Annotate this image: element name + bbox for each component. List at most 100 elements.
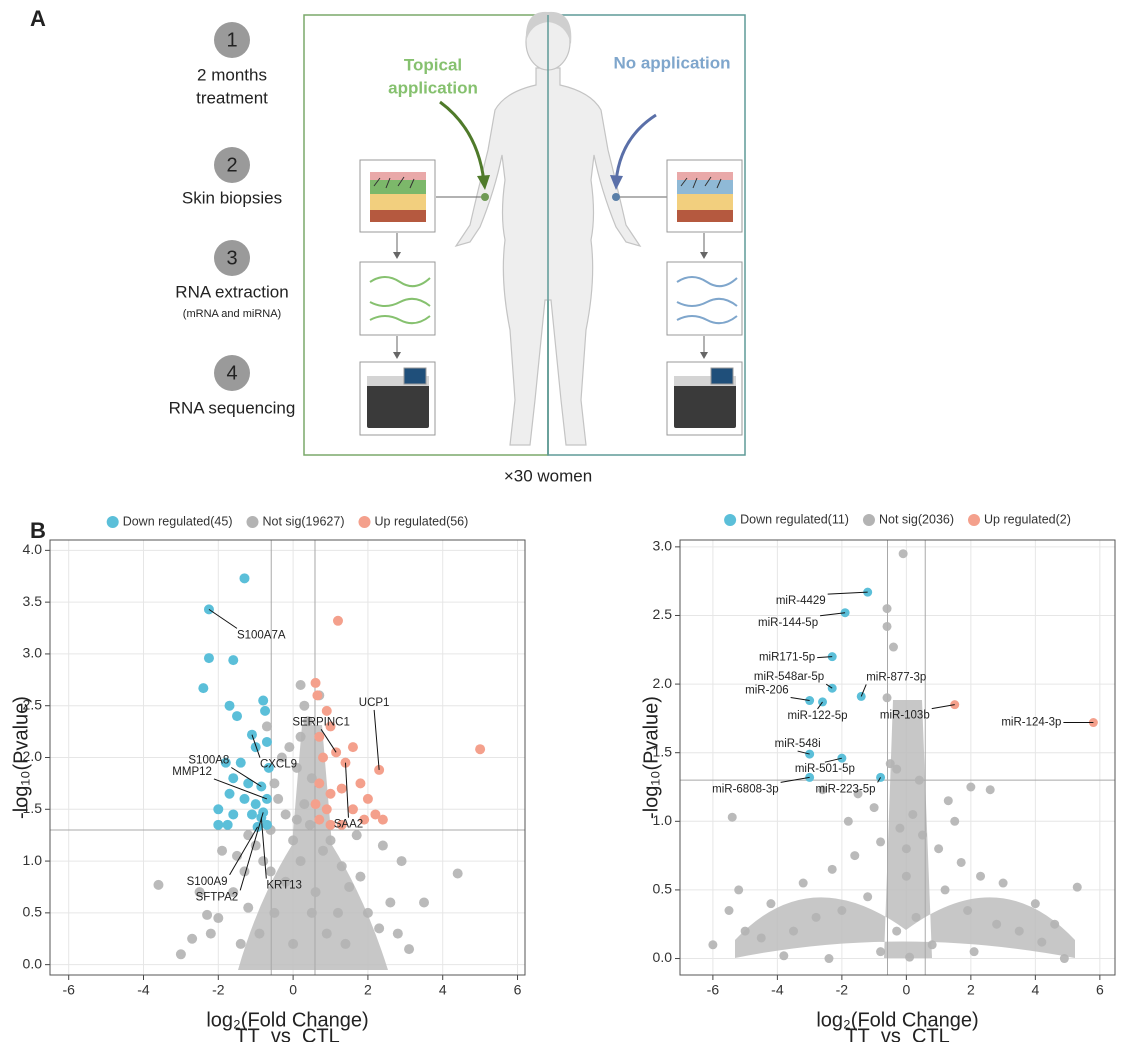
- leader-line: [373, 709, 380, 770]
- data-point: [370, 809, 381, 820]
- data-point: [318, 845, 329, 856]
- skin-layer: [677, 210, 733, 222]
- data-point: [265, 866, 276, 877]
- icon-box: [359, 261, 436, 336]
- data-point: [756, 933, 766, 943]
- data-point: [827, 864, 837, 874]
- legend-label: Up regulated(2): [984, 512, 1071, 526]
- data-point: [288, 938, 299, 949]
- data-point: [888, 642, 898, 652]
- step-badge: [214, 22, 250, 58]
- data-point: [198, 683, 209, 694]
- data-point: [263, 762, 274, 773]
- data-point: [344, 881, 355, 892]
- data-point: [956, 857, 966, 867]
- data-point: [261, 736, 272, 747]
- y-tick-label: 0.0: [653, 949, 673, 965]
- leader-line: [797, 750, 810, 755]
- legend-label: Not sig(19627): [262, 514, 344, 528]
- legend-marker: [246, 516, 259, 528]
- data-point: [347, 742, 358, 753]
- legend-marker: [106, 516, 119, 528]
- data-point: [404, 944, 415, 955]
- data-point: [250, 799, 261, 810]
- data-point: [175, 949, 186, 960]
- arrow-head: [393, 352, 401, 359]
- x-tick-label: -6: [62, 982, 75, 998]
- hair: [525, 11, 572, 44]
- data-point: [351, 830, 362, 841]
- biopsy-site: [612, 193, 620, 201]
- volcano-plot: -6 -4 -2 0 2 4 6 0.0 0.5 1.0 1.5 2.0 2.5 3.0 3.5 4.0 S10…: [10, 514, 526, 1042]
- data-point: [340, 938, 351, 949]
- data-point: [332, 615, 343, 626]
- data-point: [213, 913, 224, 924]
- legend: Down regulated(11) Not sig(2036) Up regula…: [724, 512, 1071, 526]
- leader-line: [817, 701, 823, 710]
- leader-line: [827, 591, 868, 595]
- step-text: treatment: [196, 88, 268, 107]
- data-point: [299, 799, 310, 810]
- data-point: [232, 711, 243, 722]
- point-label: miR171-5p: [759, 652, 815, 664]
- data-point: [239, 793, 250, 804]
- data-point: [905, 952, 915, 962]
- data-point: [724, 906, 734, 916]
- step-badge: [214, 355, 250, 391]
- data-point: [419, 897, 430, 908]
- sequencer: [367, 382, 429, 428]
- point-label: miR-548ar-5p: [754, 671, 824, 683]
- y-tick-label: 3.0: [23, 645, 43, 661]
- x-tick-label: 4: [1031, 982, 1039, 998]
- data-point: [359, 814, 370, 825]
- left-label: Topical: [404, 55, 462, 74]
- point-label: miR-4429: [776, 595, 826, 607]
- data-point: [304, 819, 315, 830]
- rna-strands: [676, 276, 738, 325]
- data-point: [798, 878, 808, 888]
- x-tick-label: -4: [771, 982, 784, 998]
- data-point: [288, 835, 299, 846]
- data-point: [260, 705, 271, 716]
- biopsy-site: [481, 193, 489, 201]
- hair-lines: [680, 176, 722, 189]
- y-axis-label: -log₁₀(Pvalue): [10, 696, 32, 819]
- data-point: [228, 773, 239, 784]
- arrow: [614, 113, 657, 183]
- leader-line: [231, 767, 262, 787]
- data-point: [310, 887, 321, 898]
- leader-line: [239, 812, 264, 891]
- data-point: [950, 816, 960, 826]
- skin-layer: [370, 172, 426, 180]
- data-point: [273, 793, 284, 804]
- data-point: [377, 814, 388, 825]
- data-point: [908, 809, 918, 819]
- leader-line: [825, 683, 833, 689]
- icon-box: [666, 261, 743, 336]
- volcano-plot: -6 -4 -2 0 2 4 6 0.0 0.5 1.0 1.5 2.0 2.5 3.0 miR-4429 m…: [640, 512, 1116, 1042]
- y-tick-label: 0.5: [23, 904, 43, 920]
- data-point: [235, 757, 246, 768]
- data-point: [332, 907, 343, 918]
- step-number: 2: [226, 154, 237, 176]
- point-label: miR-122-5p: [787, 710, 847, 722]
- data-point: [892, 926, 902, 936]
- leader-line: [780, 776, 810, 783]
- data-point: [895, 823, 905, 833]
- arrow-head: [477, 175, 490, 190]
- data-point: [269, 778, 280, 789]
- data-point: [280, 809, 291, 820]
- data-point: [203, 653, 214, 664]
- data-point: [811, 912, 821, 922]
- data-point: [243, 830, 254, 841]
- data-point: [837, 906, 847, 916]
- data-point: [213, 819, 224, 830]
- data-point: [355, 778, 366, 789]
- point-label: miR-223-5p: [815, 783, 875, 795]
- leader-line: [320, 729, 337, 753]
- panel-label: A: [30, 6, 46, 31]
- data-point: [734, 885, 744, 895]
- y-tick-label: 4.0: [23, 541, 43, 557]
- data-point: [321, 804, 332, 815]
